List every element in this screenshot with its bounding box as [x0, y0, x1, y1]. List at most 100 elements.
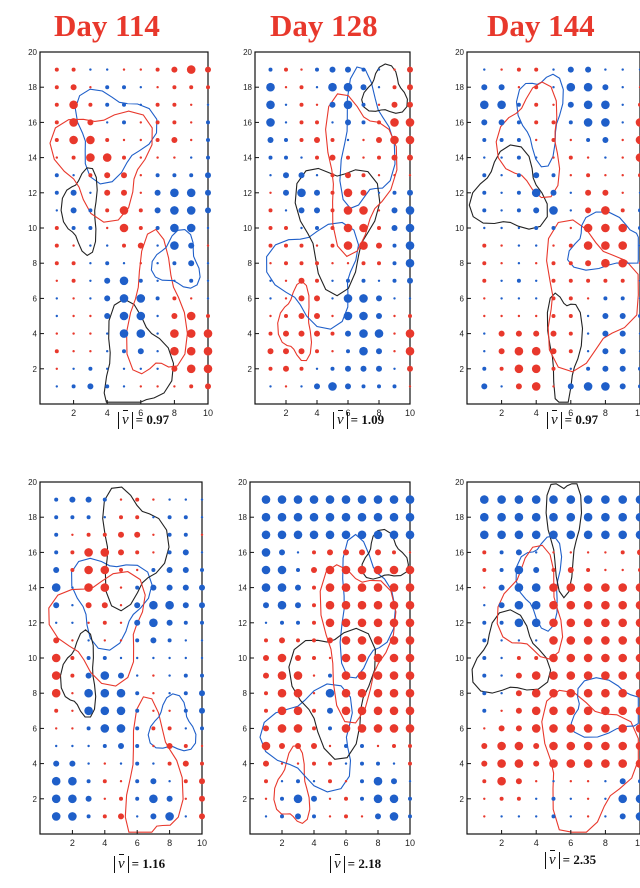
positive-point: [103, 639, 107, 642]
y-tick-label: 8: [460, 689, 465, 698]
negative-point: [309, 530, 319, 540]
positive-point: [373, 653, 383, 663]
negative-point: [200, 498, 204, 501]
negative-point: [533, 567, 540, 573]
negative-point: [89, 279, 92, 282]
negative-point: [284, 155, 288, 160]
positive-point: [583, 223, 593, 233]
nu-label-top-left: ν = 0.97: [118, 410, 169, 429]
negative-point: [531, 495, 541, 504]
positive-point: [152, 533, 155, 536]
positive-point: [71, 533, 74, 536]
negative-point: [516, 190, 521, 195]
negative-point: [498, 584, 505, 591]
positive-point: [170, 346, 179, 356]
positive-point: [343, 241, 353, 250]
negative-point: [71, 744, 74, 748]
positive-point: [621, 191, 624, 194]
negative-point: [54, 515, 59, 520]
positive-point: [618, 583, 627, 592]
negative-point: [533, 172, 540, 179]
y-tick-label: 16: [28, 118, 37, 127]
negative-point: [516, 155, 521, 160]
positive-point: [586, 797, 590, 800]
positive-point: [284, 279, 288, 282]
negative-point: [619, 348, 626, 355]
negative-point: [376, 365, 382, 372]
positive-point: [514, 364, 524, 374]
negative-point: [122, 120, 126, 125]
negative-point: [392, 384, 397, 389]
positive-point: [152, 551, 155, 554]
data-points: [480, 495, 640, 821]
positive-point: [135, 550, 140, 555]
positive-point: [550, 348, 557, 355]
positive-point: [203, 346, 213, 356]
negative-point: [583, 495, 593, 504]
positive-point: [568, 349, 573, 354]
positive-point: [405, 600, 415, 610]
positive-point: [362, 156, 365, 159]
negative-point: [586, 332, 590, 335]
x-tick-labels: 2 4 6 8 10: [499, 830, 640, 848]
negative-point: [152, 516, 155, 519]
positive-point: [330, 226, 335, 230]
contour-line: [546, 219, 639, 373]
negative-point: [182, 602, 189, 609]
negative-point: [284, 209, 288, 212]
y-tick-label: 4: [460, 760, 465, 769]
positive-point: [635, 741, 640, 751]
negative-point: [183, 515, 188, 520]
negative-point: [621, 103, 624, 107]
positive-point: [206, 244, 210, 247]
positive-point: [331, 314, 334, 318]
negative-point: [619, 313, 626, 319]
negative-point: [586, 350, 590, 353]
panel-bottom-right: 2 4 6 8 10 2 4 6 8 10 12 14 16 18 20: [455, 478, 640, 848]
positive-point: [118, 813, 124, 820]
negative-point: [269, 385, 272, 388]
positive-point: [284, 226, 288, 230]
positive-point: [105, 208, 110, 213]
positive-point: [482, 568, 487, 572]
negative-point: [405, 258, 415, 268]
positive-point: [635, 583, 640, 592]
negative-point: [264, 621, 268, 624]
negative-point: [359, 311, 368, 321]
negative-point: [280, 780, 284, 783]
negative-point: [360, 84, 367, 91]
negative-point: [102, 656, 107, 660]
y-tick-label: 10: [455, 654, 464, 663]
positive-point: [618, 724, 627, 733]
positive-point: [325, 583, 335, 592]
negative-point: [341, 512, 351, 522]
positive-point: [86, 135, 95, 145]
panel-bottom-middle: 2 4 6 8 10 2 4 6 8 10 12 14 16 18 20: [238, 478, 415, 848]
negative-point: [531, 583, 541, 592]
positive-point: [405, 118, 415, 127]
positive-point: [535, 138, 538, 142]
negative-point: [72, 174, 75, 177]
negative-point: [345, 330, 351, 337]
positive-point: [312, 620, 316, 625]
negative-point: [389, 794, 399, 804]
negative-point: [100, 688, 110, 698]
positive-point: [268, 331, 273, 336]
positive-point: [481, 743, 488, 749]
positive-point: [618, 741, 627, 751]
positive-point: [299, 120, 304, 125]
negative-point: [55, 385, 58, 388]
negative-point: [206, 297, 210, 300]
negative-point: [206, 262, 210, 265]
negative-point: [392, 190, 397, 195]
positive-point: [284, 243, 288, 248]
positive-point: [551, 314, 556, 318]
positive-point: [549, 671, 558, 680]
y-tick-labels: 2 4 6 8 10 12 14 16 18 20: [238, 478, 254, 804]
positive-point: [283, 348, 289, 355]
positive-point: [205, 66, 211, 73]
negative-point: [408, 796, 412, 801]
positive-point: [566, 671, 576, 680]
negative-point: [517, 639, 521, 642]
positive-point: [566, 600, 576, 610]
